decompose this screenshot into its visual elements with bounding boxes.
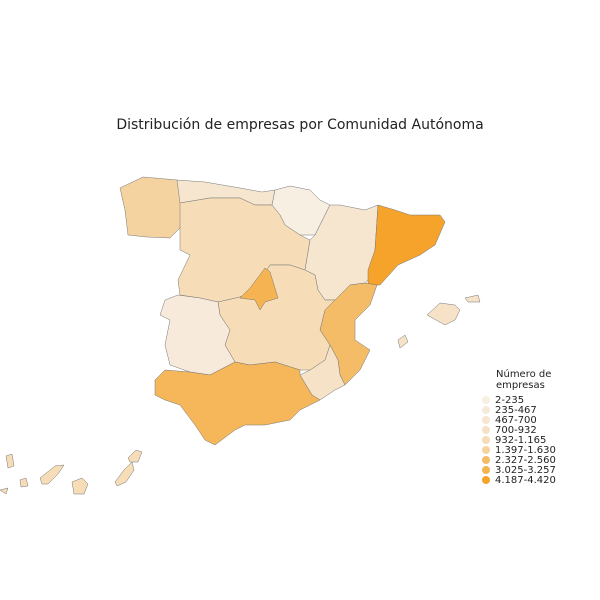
legend: Número de empresas 2-235 235-467 467-700 70… xyxy=(482,369,600,486)
region-galicia[interactable] xyxy=(119,176,183,239)
legend-marker-icon xyxy=(482,446,490,454)
legend-label: 467-700 xyxy=(495,414,537,426)
legend-label: 3.025-3.257 xyxy=(495,464,556,476)
legend-label: 2.327-2.560 xyxy=(495,454,556,466)
legend-label: 2-235 xyxy=(495,394,525,406)
region-canarias[interactable] xyxy=(19,477,29,488)
legend-label: 4.187-4.420 xyxy=(495,474,556,486)
region-cataluna[interactable] xyxy=(367,204,446,286)
legend-marker-icon xyxy=(482,406,490,414)
legend-marker-icon xyxy=(482,476,490,484)
legend-item[interactable]: 700-932 xyxy=(482,424,600,436)
legend-marker-icon xyxy=(482,436,490,444)
legend-marker-icon xyxy=(482,466,490,474)
region-canarias[interactable] xyxy=(5,453,15,469)
legend-label: 932-1.165 xyxy=(495,434,547,446)
region-madrid[interactable] xyxy=(239,267,279,311)
legend-item[interactable]: 1.397-1.630 xyxy=(482,444,600,456)
legend-item[interactable]: 3.025-3.257 xyxy=(482,464,600,476)
region-canarias[interactable] xyxy=(0,487,9,495)
legend-item[interactable]: 2-235 xyxy=(482,394,600,406)
legend-item[interactable]: 235-467 xyxy=(482,404,600,416)
region-canarias[interactable] xyxy=(71,477,89,495)
legend-title: Número de empresas xyxy=(496,369,552,391)
region-canarias[interactable] xyxy=(39,464,65,485)
legend-item[interactable]: 2.327-2.560 xyxy=(482,454,600,466)
region-canarias[interactable] xyxy=(114,461,135,487)
region-andalucia[interactable] xyxy=(154,361,321,446)
legend-label: 235-467 xyxy=(495,404,537,416)
region-baleares[interactable] xyxy=(464,294,481,303)
legend-marker-icon xyxy=(482,426,490,434)
legend-label: 700-932 xyxy=(495,424,537,436)
map-title: Distribución de empresas por Comunidad A… xyxy=(116,117,484,133)
legend-item[interactable]: 467-700 xyxy=(482,414,600,426)
legend-item[interactable]: 932-1.165 xyxy=(482,434,600,446)
legend-marker-icon xyxy=(482,416,490,424)
legend-item[interactable]: 4.187-4.420 xyxy=(482,474,600,486)
region-baleares[interactable] xyxy=(397,334,409,349)
legend-marker-icon xyxy=(482,456,490,464)
region-canarias[interactable] xyxy=(127,449,143,463)
legend-label: 1.397-1.630 xyxy=(495,444,556,456)
legend-marker-icon xyxy=(482,396,490,404)
region-baleares[interactable] xyxy=(426,302,461,326)
